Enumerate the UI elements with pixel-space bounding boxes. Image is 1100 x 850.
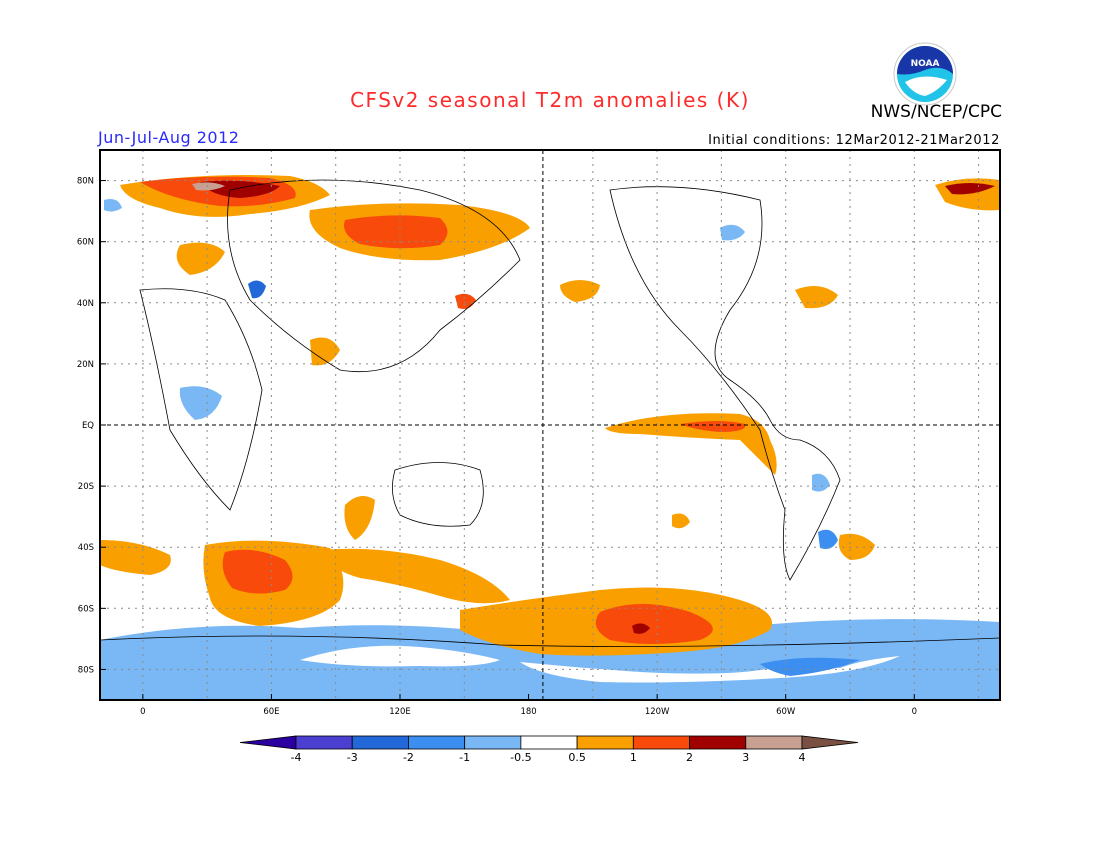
initial-conditions-label: Initial conditions: 12Mar2012-21Mar2012 xyxy=(708,133,1000,148)
antarctic-cold-band xyxy=(100,619,1000,700)
colorbar-label: -3 xyxy=(347,751,358,764)
antarctic-cold-deep xyxy=(760,657,860,676)
warm-pacific-antarctic-hot xyxy=(632,623,650,634)
colorbar-swatch xyxy=(295,735,353,750)
warm-north-atlantic xyxy=(795,286,838,309)
colorbar-label: -1 xyxy=(459,751,470,764)
lon-tick-label: 0 xyxy=(912,707,917,717)
colorbar-swatch xyxy=(520,735,578,750)
antarctic-interior xyxy=(300,645,500,667)
lon-tick-label: 60W xyxy=(776,707,796,717)
warm-tasman xyxy=(344,496,375,540)
warm-arctic-eurasia-extreme xyxy=(192,182,225,191)
lat-tick-label: 80S xyxy=(78,665,94,675)
colorbar-swatch xyxy=(632,735,690,750)
colorbar-label: 1 xyxy=(630,751,637,764)
colorbar-swatch xyxy=(689,735,747,750)
colorbar-swatch xyxy=(408,735,466,750)
colorbar-label: 2 xyxy=(686,751,693,764)
colorbar-label: -4 xyxy=(291,751,302,764)
cold-argentina xyxy=(818,529,838,549)
lat-tick-label: 20S xyxy=(78,482,94,492)
colorbar-swatch xyxy=(351,735,409,750)
logo-text: NOAA xyxy=(911,59,940,69)
lat-tick-label: 80N xyxy=(77,177,94,187)
warm-southern-ocean-1-core xyxy=(222,549,293,594)
colorbar: -4 -3 -2 -1 -0.5 0.5 1 2 3 4 xyxy=(239,735,859,764)
warm-el-nino-core xyxy=(680,421,746,432)
lon-tick-label: 120E xyxy=(389,707,411,717)
coastlines xyxy=(100,179,1000,647)
colorbar-swatch xyxy=(745,735,803,750)
lon-tick-label: 0 xyxy=(140,707,145,717)
lon-tick-label: 120W xyxy=(645,707,670,717)
lat-tick-label: EQ xyxy=(82,421,94,431)
noaa-logo-icon: NOAA xyxy=(893,42,957,106)
colorbar-swatch xyxy=(576,735,634,750)
latitude-axis: 80N 60N 40N 20N EQ 20S 40S 60S 80S xyxy=(77,177,106,675)
chart-title: CFSv2 seasonal T2m anomalies (K) xyxy=(350,88,750,112)
colorbar-label: -2 xyxy=(403,751,414,764)
period-label: Jun-Jul-Aug 2012 xyxy=(98,128,240,147)
colorbar-swatch xyxy=(464,735,522,750)
warm-india xyxy=(310,337,340,366)
warm-north-pacific xyxy=(560,280,600,302)
cold-africa xyxy=(179,386,222,420)
colorbar-low-arrow xyxy=(239,735,297,750)
antarctic-interior-2 xyxy=(520,656,900,683)
colorbar-high-arrow xyxy=(801,735,859,750)
reference-lines xyxy=(100,150,1000,700)
cold-arctic-atlantic xyxy=(104,199,122,212)
warm-southern-ocean-2 xyxy=(320,548,510,604)
lon-tick-label: 180 xyxy=(520,707,536,717)
colorbar-label: -0.5 xyxy=(510,751,531,764)
warm-greenland-core xyxy=(945,183,995,195)
warm-east-europe xyxy=(176,242,225,275)
map-layers xyxy=(100,150,1000,700)
lon-tick-label: 60E xyxy=(263,707,279,717)
colorbar-label: 0.5 xyxy=(568,751,586,764)
lat-tick-label: 40N xyxy=(77,299,94,309)
warm-pacific-antarctic-core xyxy=(595,604,713,644)
lat-tick-label: 20N xyxy=(77,360,94,370)
longitude-axis: 0 60E 120E 180 120W 60W 0 xyxy=(140,694,917,717)
warm-south-atlantic xyxy=(100,540,171,575)
grid-lines xyxy=(100,150,1000,700)
cold-caspian xyxy=(248,280,266,299)
warm-siberia-core xyxy=(344,215,448,249)
lat-tick-label: 60S xyxy=(78,604,94,614)
cold-south-america xyxy=(812,473,830,492)
colorbar-label: 3 xyxy=(742,751,749,764)
colorbar-label: 4 xyxy=(799,751,806,764)
organization-label: NWS/NCEP/CPC xyxy=(870,102,1002,122)
cold-north-atlantic xyxy=(720,224,745,241)
warm-south-pacific-isle xyxy=(672,513,690,529)
lat-tick-label: 40S xyxy=(78,543,94,553)
lat-tick-label: 60N xyxy=(77,238,94,248)
